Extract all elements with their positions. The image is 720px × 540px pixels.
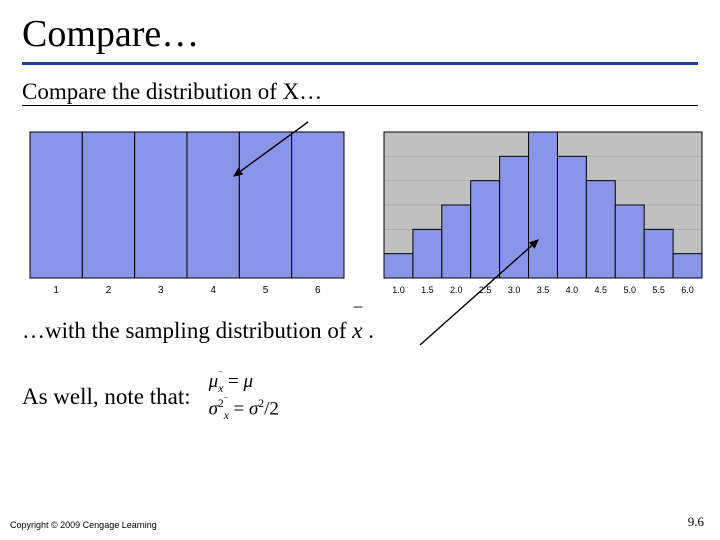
svg-text:2.5: 2.5	[479, 285, 492, 295]
svg-text:6: 6	[315, 285, 321, 296]
mid-text-prefix: …with the sampling distribution of	[22, 318, 352, 343]
xbar-symbol: ‾x	[352, 318, 362, 344]
svg-text:2.0: 2.0	[450, 285, 463, 295]
svg-text:4.5: 4.5	[595, 285, 608, 295]
page-title: Compare…	[0, 0, 720, 62]
mid-text-suffix: .	[363, 318, 375, 343]
chart-left: 1 2 3 4 5 6	[18, 128, 348, 298]
chart-right: 1.0 1.5 2.0 2.5 3.0 3.5 4.0 4.5 5.0 5.5 6.0	[376, 128, 706, 298]
subtitle-text: Compare the distribution of X…	[0, 65, 720, 105]
note-row: As well, note that: μ‾x = μσ2‾x = σ2/2	[0, 344, 720, 424]
svg-text:3.0: 3.0	[508, 285, 521, 295]
svg-text:5: 5	[263, 285, 269, 296]
svg-text:5.5: 5.5	[652, 285, 665, 295]
note-text: As well, note that:	[22, 384, 191, 410]
svg-text:4: 4	[210, 285, 216, 296]
svg-text:1.5: 1.5	[421, 285, 434, 295]
page-number: 9.6	[688, 514, 704, 530]
svg-text:1.0: 1.0	[392, 285, 405, 295]
svg-text:3.5: 3.5	[537, 285, 550, 295]
svg-text:3: 3	[158, 285, 164, 296]
svg-text:6.0: 6.0	[681, 285, 694, 295]
svg-text:5.0: 5.0	[623, 285, 636, 295]
svg-text:4.0: 4.0	[566, 285, 579, 295]
svg-text:1: 1	[53, 285, 59, 296]
mid-text: …with the sampling distribution of ‾x .	[0, 298, 720, 344]
charts-row: 1 2 3 4 5 6 1.0 1.5 2.0 2.5 3.0 3.5 4.0 4.5 5.0 5.5 6.0	[0, 106, 720, 298]
chart-left-svg: 1 2 3 4 5 6	[18, 128, 348, 298]
formula-block: μ‾x = μσ2‾x = σ2/2	[209, 370, 279, 424]
svg-text:2: 2	[106, 285, 112, 296]
chart-right-svg: 1.0 1.5 2.0 2.5 3.0 3.5 4.0 4.5 5.0 5.5 6.0	[376, 128, 706, 298]
copyright-text: Copyright © 2009 Cengage Learning	[10, 520, 157, 530]
